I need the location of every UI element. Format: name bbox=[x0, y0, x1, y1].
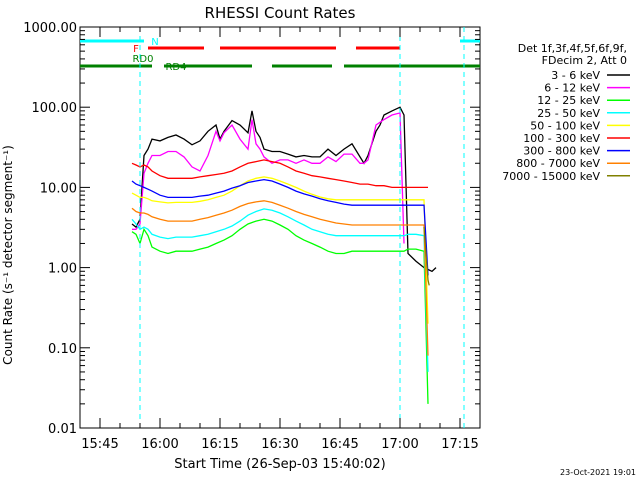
x-tick-label: 17:15 bbox=[441, 437, 478, 452]
axes: 0.01 0.10 1.00 10.00 100.00 1000.00 15:45 16:00… bbox=[23, 21, 481, 452]
series-line bbox=[131, 208, 429, 372]
x-tick-label: 15:45 bbox=[81, 437, 118, 452]
series-line bbox=[423, 227, 430, 286]
x-axis-label: Start Time (26-Sep-03 15:40:02) bbox=[174, 457, 385, 472]
attenuator-label: RD0 bbox=[132, 54, 153, 65]
legend-entry-label: 25 - 50 keV bbox=[537, 107, 600, 120]
attenuator-label: F bbox=[133, 44, 139, 55]
y-tick-label: 0.01 bbox=[48, 422, 77, 437]
y-tick-label: 1.00 bbox=[48, 262, 77, 277]
y-tick-label: 0.10 bbox=[48, 342, 77, 357]
x-tick-label: 17:00 bbox=[381, 437, 418, 452]
legend-header: Det 1f,3f,4f,5f,6f,9f, bbox=[518, 42, 627, 55]
y-tick-label: 100.00 bbox=[32, 101, 78, 116]
y-axis-label: Count Rate (s⁻¹ detector segment⁻¹) bbox=[1, 145, 15, 365]
legend-entry-label: 100 - 300 keV bbox=[523, 132, 600, 145]
legend-entry-label: 50 - 100 keV bbox=[530, 119, 600, 132]
series-line bbox=[131, 106, 437, 273]
timestamp: 23-Oct-2021 19:01 bbox=[560, 468, 636, 477]
chart-title: RHESSI Count Rates bbox=[205, 4, 356, 22]
y-tick-label: 10.00 bbox=[40, 181, 77, 196]
x-tick-label: 16:15 bbox=[201, 437, 238, 452]
legend-header: FDecim 2, Att 0 bbox=[542, 54, 627, 67]
legend-entry-label: 3 - 6 keV bbox=[551, 69, 600, 82]
legend-entry-label: 12 - 25 keV bbox=[537, 94, 600, 107]
legend-entry-label: 6 - 12 keV bbox=[544, 82, 600, 95]
series-line bbox=[131, 178, 429, 276]
series-lines bbox=[131, 106, 437, 404]
series-line bbox=[132, 112, 405, 244]
vertical-markers bbox=[139, 27, 465, 428]
series-line bbox=[131, 218, 429, 404]
y-tick-label: 1000.00 bbox=[23, 21, 77, 36]
x-tick-label: 16:45 bbox=[321, 437, 358, 452]
x-tick-label: 16:00 bbox=[141, 437, 178, 452]
x-tick-label: 16:30 bbox=[261, 437, 298, 452]
attenuator-label: N bbox=[151, 37, 158, 48]
legend-entry-label: 300 - 800 keV bbox=[523, 145, 600, 158]
series-line bbox=[131, 159, 428, 189]
legend: Det 1f,3f,4f,5f,6f,9f,FDecim 2, Att 0 3 -… bbox=[502, 42, 630, 183]
series-line bbox=[131, 176, 429, 324]
legend-entry-label: 800 - 7000 keV bbox=[516, 157, 600, 170]
legend-entry-label: 7000 - 15000 keV bbox=[502, 170, 600, 183]
series-line bbox=[131, 200, 429, 356]
attenuator-label: RD4 bbox=[165, 62, 186, 73]
